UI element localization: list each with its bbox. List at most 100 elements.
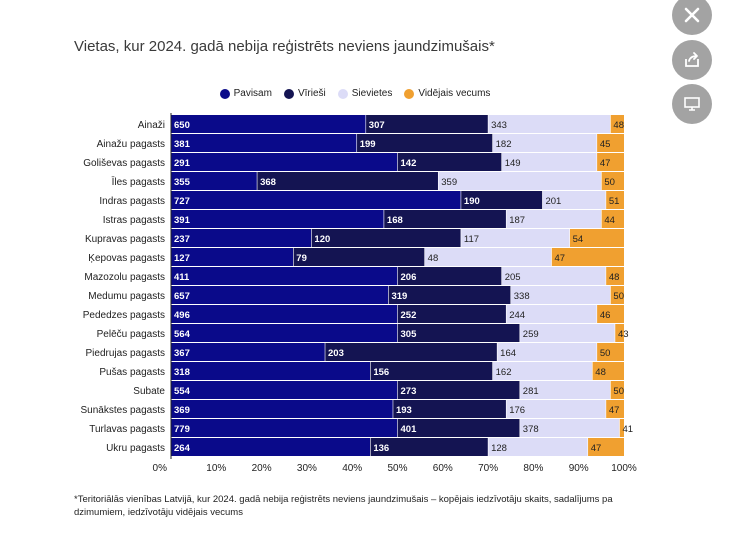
bar-segment [171, 419, 398, 437]
data-label: 368 [260, 177, 276, 188]
data-label: 51 [609, 196, 620, 207]
data-label: 136 [373, 443, 389, 454]
share-icon [683, 51, 701, 69]
bar-segment [460, 229, 570, 247]
x-tick-label: 70% [478, 463, 498, 474]
data-label: 338 [514, 291, 530, 302]
category-label: Ķepovas pagasts [88, 253, 165, 264]
category-label: Ainažu pagasts [97, 139, 165, 150]
data-label: 46 [600, 310, 611, 321]
bar-segment [171, 134, 357, 152]
bar-segment [587, 438, 624, 456]
data-label: 48 [613, 120, 624, 131]
category-label: Mazozolu pagasts [84, 272, 165, 283]
bar-segment [610, 286, 624, 304]
data-label: 44 [604, 215, 615, 226]
data-label: 343 [491, 120, 507, 131]
data-label: 50 [604, 177, 615, 188]
data-label: 252 [401, 310, 417, 321]
bar-segment [519, 324, 615, 342]
bar-segment [311, 229, 461, 247]
data-label: 127 [174, 253, 190, 264]
data-label: 47 [555, 253, 566, 264]
bar-segment [492, 134, 597, 152]
share-button[interactable] [672, 40, 712, 80]
footnote: *Teritoriālās vienības Latvijā, kur 2024… [74, 494, 613, 518]
bar-segment [171, 362, 371, 380]
data-label: 128 [491, 443, 507, 454]
monitor-icon [684, 97, 700, 111]
category-label: Piedrujas pagasts [86, 348, 166, 359]
data-label: 496 [174, 310, 190, 321]
data-label: 564 [174, 329, 191, 340]
category-label: Goliševas pagasts [83, 158, 165, 169]
x-tick-label: 10% [206, 463, 226, 474]
bar-segment [397, 419, 520, 437]
data-label: 205 [505, 272, 521, 283]
data-label: 201 [545, 196, 561, 207]
data-label: 381 [174, 139, 191, 150]
data-label: 164 [500, 348, 516, 359]
data-label: 50 [613, 386, 624, 397]
close-button[interactable] [672, 0, 712, 35]
data-label: 411 [174, 272, 190, 283]
legend-item: Pavisam [219, 88, 272, 99]
category-label: Indras pagasts [99, 196, 165, 207]
bar-segment [171, 267, 398, 285]
data-label: 47 [591, 443, 602, 454]
bar-segment [424, 248, 552, 266]
category-label: Īles pagasts [112, 176, 165, 188]
data-label: 45 [600, 139, 611, 150]
bar-segment [397, 153, 502, 171]
data-label: 391 [174, 215, 191, 226]
data-label: 203 [328, 348, 344, 359]
legend-item: Sievietes [337, 88, 392, 99]
bar-segment [383, 210, 507, 228]
data-label: 43 [618, 329, 629, 340]
chart-title: Vietas, kur 2024. gadā nebija reģistrēts… [74, 38, 495, 55]
legend-swatch [404, 88, 415, 99]
bar-segment [569, 229, 624, 247]
bar-segment [397, 324, 520, 342]
data-label: 554 [174, 386, 191, 397]
bar-segment [171, 400, 393, 418]
bar-segment [519, 419, 620, 437]
bar-segment [460, 191, 543, 209]
bar-segment [171, 191, 461, 209]
bar-segment [388, 286, 511, 304]
legend-swatch [337, 88, 348, 99]
bar-segment [506, 210, 602, 228]
data-label: 367 [174, 348, 190, 359]
data-label: 47 [600, 158, 611, 169]
bar-segment [610, 115, 624, 133]
legend-item: Vidējais vecums [404, 88, 490, 99]
data-label: 657 [174, 291, 190, 302]
x-tick-label: 40% [342, 463, 362, 474]
x-tick-label: 0% [153, 463, 168, 474]
legend-label: Pavisam [233, 88, 272, 99]
data-label: 281 [523, 386, 539, 397]
legend-item: Vīrieši [283, 88, 326, 99]
bar-segment [601, 172, 624, 190]
data-label: 50 [600, 348, 611, 359]
data-label: 779 [174, 424, 190, 435]
data-label: 117 [464, 234, 479, 245]
bar-segment [596, 134, 624, 152]
data-label: 378 [523, 424, 539, 435]
data-label: 193 [396, 405, 412, 416]
data-label: 199 [360, 139, 376, 150]
present-button[interactable] [672, 84, 712, 124]
data-label: 318 [174, 367, 190, 378]
legend-label: Vidējais vecums [418, 88, 491, 99]
x-tick-label: 20% [252, 463, 272, 474]
bar-segment [519, 381, 611, 399]
data-label: 359 [441, 177, 457, 188]
data-label: 142 [401, 158, 417, 169]
category-label: Kupravas pagasts [85, 234, 165, 245]
data-label: 54 [573, 234, 584, 245]
data-label: 650 [174, 120, 190, 131]
data-label: 355 [174, 177, 191, 188]
bar-segment [397, 381, 520, 399]
data-label: 259 [523, 329, 539, 340]
data-label: 48 [428, 253, 439, 264]
